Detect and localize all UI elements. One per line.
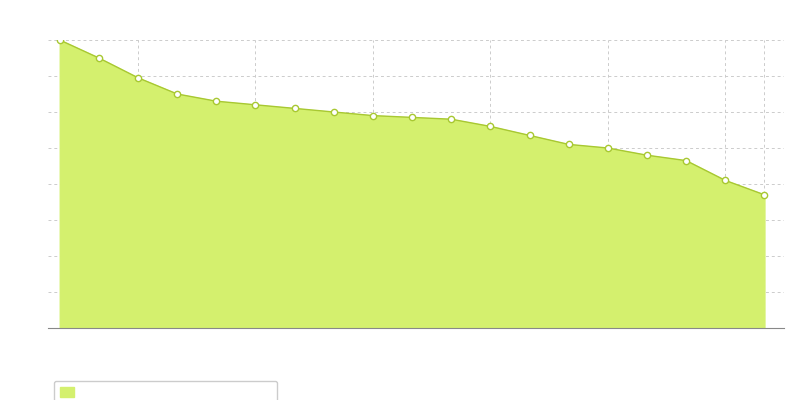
Legend: 地価公示 平均坪単価(万円/坪): 地価公示 平均坪単価(万円/坪) bbox=[54, 381, 278, 400]
